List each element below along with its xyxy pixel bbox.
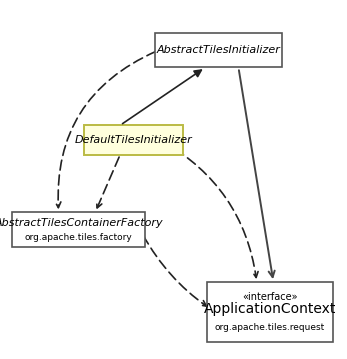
FancyBboxPatch shape <box>207 282 333 342</box>
Text: «interface»: «interface» <box>242 292 298 302</box>
Text: org.apache.tiles.factory: org.apache.tiles.factory <box>25 233 133 242</box>
Text: DefaultTilesInitializer: DefaultTilesInitializer <box>75 135 192 145</box>
FancyBboxPatch shape <box>155 33 282 67</box>
Text: ApplicationContext: ApplicationContext <box>204 302 336 316</box>
FancyBboxPatch shape <box>84 125 184 154</box>
FancyBboxPatch shape <box>12 212 145 247</box>
Text: AbstractTilesContainerFactory: AbstractTilesContainerFactory <box>0 218 163 228</box>
Text: org.apache.tiles.request: org.apache.tiles.request <box>215 323 325 332</box>
Text: AbstractTilesInitializer: AbstractTilesInitializer <box>156 45 280 55</box>
